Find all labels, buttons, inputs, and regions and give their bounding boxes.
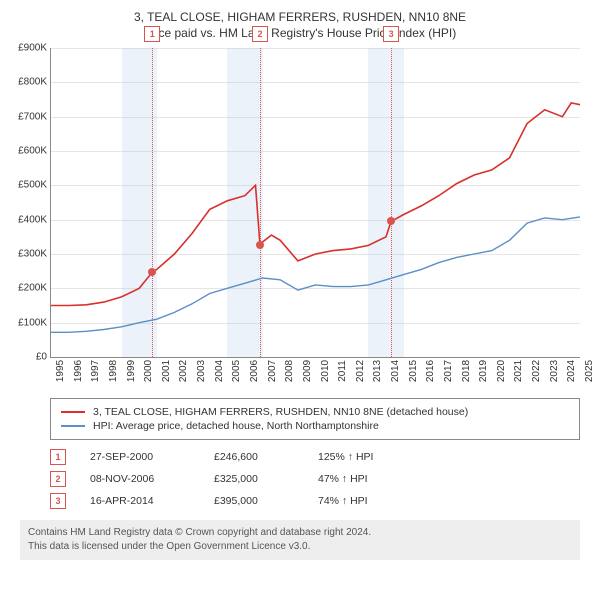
x-axis-label: 2004 (210, 360, 225, 382)
sale-date: 08-NOV-2006 (90, 473, 190, 485)
y-axis-label: £0 (36, 352, 51, 363)
sale-marker-box: 3 (383, 26, 399, 42)
y-axis-label: £800K (18, 77, 51, 88)
footer-line-1: Contains HM Land Registry data © Crown c… (28, 526, 572, 540)
x-axis-label: 2013 (368, 360, 383, 382)
x-axis-label: 2009 (298, 360, 313, 382)
x-axis-label: 2010 (316, 360, 331, 382)
x-axis-label: 2011 (333, 360, 348, 382)
x-axis-label: 2024 (562, 360, 577, 382)
x-axis-label: 2005 (227, 360, 242, 382)
sale-price: £246,600 (214, 451, 294, 463)
x-axis-label: 2018 (457, 360, 472, 382)
series-hpi (51, 217, 580, 332)
y-axis-label: £500K (18, 180, 51, 191)
legend-swatch (61, 425, 85, 427)
sale-row: 1 27-SEP-2000 £246,600 125% ↑ HPI (50, 446, 580, 468)
x-axis-label: 2012 (351, 360, 366, 382)
sale-dot (387, 217, 395, 225)
x-axis-label: 2016 (421, 360, 436, 382)
sale-price: £325,000 (214, 473, 294, 485)
sale-index: 1 (50, 449, 66, 465)
x-axis-label: 2014 (386, 360, 401, 382)
legend-label: 3, TEAL CLOSE, HIGHAM FERRERS, RUSHDEN, … (93, 406, 468, 418)
x-axis-label: 2003 (192, 360, 207, 382)
x-axis-label: 2023 (545, 360, 560, 382)
series-property (51, 103, 580, 306)
x-axis-label: 2025 (580, 360, 595, 382)
x-axis-label: 2002 (174, 360, 189, 382)
sale-marker-box: 1 (144, 26, 160, 42)
x-axis-label: 2020 (492, 360, 507, 382)
y-axis-label: £900K (18, 43, 51, 54)
y-axis-label: £100K (18, 317, 51, 328)
chart-title: 3, TEAL CLOSE, HIGHAM FERRERS, RUSHDEN, … (10, 10, 590, 24)
footer-note: Contains HM Land Registry data © Crown c… (20, 520, 580, 560)
x-axis-label: 2017 (439, 360, 454, 382)
sale-dot (256, 241, 264, 249)
x-axis-label: 1995 (51, 360, 66, 382)
sale-row: 2 08-NOV-2006 £325,000 47% ↑ HPI (50, 468, 580, 490)
x-axis-label: 2021 (509, 360, 524, 382)
x-axis-label: 2015 (404, 360, 419, 382)
x-axis-label: 1998 (104, 360, 119, 382)
x-axis-label: 2019 (474, 360, 489, 382)
sale-index: 2 (50, 471, 66, 487)
legend: 3, TEAL CLOSE, HIGHAM FERRERS, RUSHDEN, … (50, 398, 580, 440)
x-axis-label: 2022 (527, 360, 542, 382)
y-axis-label: £300K (18, 249, 51, 260)
sale-dot (148, 268, 156, 276)
y-axis-label: £400K (18, 214, 51, 225)
sale-pct: 47% ↑ HPI (318, 473, 418, 485)
sale-index: 3 (50, 493, 66, 509)
x-axis-label: 1999 (122, 360, 137, 382)
legend-swatch (61, 411, 85, 413)
y-axis-label: £700K (18, 111, 51, 122)
chart-area: £0£100K£200K£300K£400K£500K£600K£700K£80… (50, 48, 580, 358)
sale-pct: 125% ↑ HPI (318, 451, 418, 463)
legend-item: 3, TEAL CLOSE, HIGHAM FERRERS, RUSHDEN, … (61, 405, 569, 419)
x-axis-label: 2006 (245, 360, 260, 382)
x-axis-label: 1996 (69, 360, 84, 382)
sales-table: 1 27-SEP-2000 £246,600 125% ↑ HPI 2 08-NOV-20… (50, 446, 580, 512)
legend-item: HPI: Average price, detached house, Nort… (61, 419, 569, 433)
sale-pct: 74% ↑ HPI (318, 495, 418, 507)
x-axis-label: 2001 (157, 360, 172, 382)
sale-marker-box: 2 (252, 26, 268, 42)
chart-subtitle: Price paid vs. HM Land Registry's House … (10, 26, 590, 40)
footer-line-2: This data is licensed under the Open Gov… (28, 540, 572, 554)
sale-price: £395,000 (214, 495, 294, 507)
y-axis-label: £600K (18, 146, 51, 157)
sale-date: 16-APR-2014 (90, 495, 190, 507)
sale-row: 3 16-APR-2014 £395,000 74% ↑ HPI (50, 490, 580, 512)
x-axis-label: 2000 (139, 360, 154, 382)
x-axis-label: 2008 (280, 360, 295, 382)
x-axis-label: 1997 (86, 360, 101, 382)
sale-date: 27-SEP-2000 (90, 451, 190, 463)
x-axis-label: 2007 (263, 360, 278, 382)
y-axis-label: £200K (18, 283, 51, 294)
legend-label: HPI: Average price, detached house, Nort… (93, 420, 379, 432)
